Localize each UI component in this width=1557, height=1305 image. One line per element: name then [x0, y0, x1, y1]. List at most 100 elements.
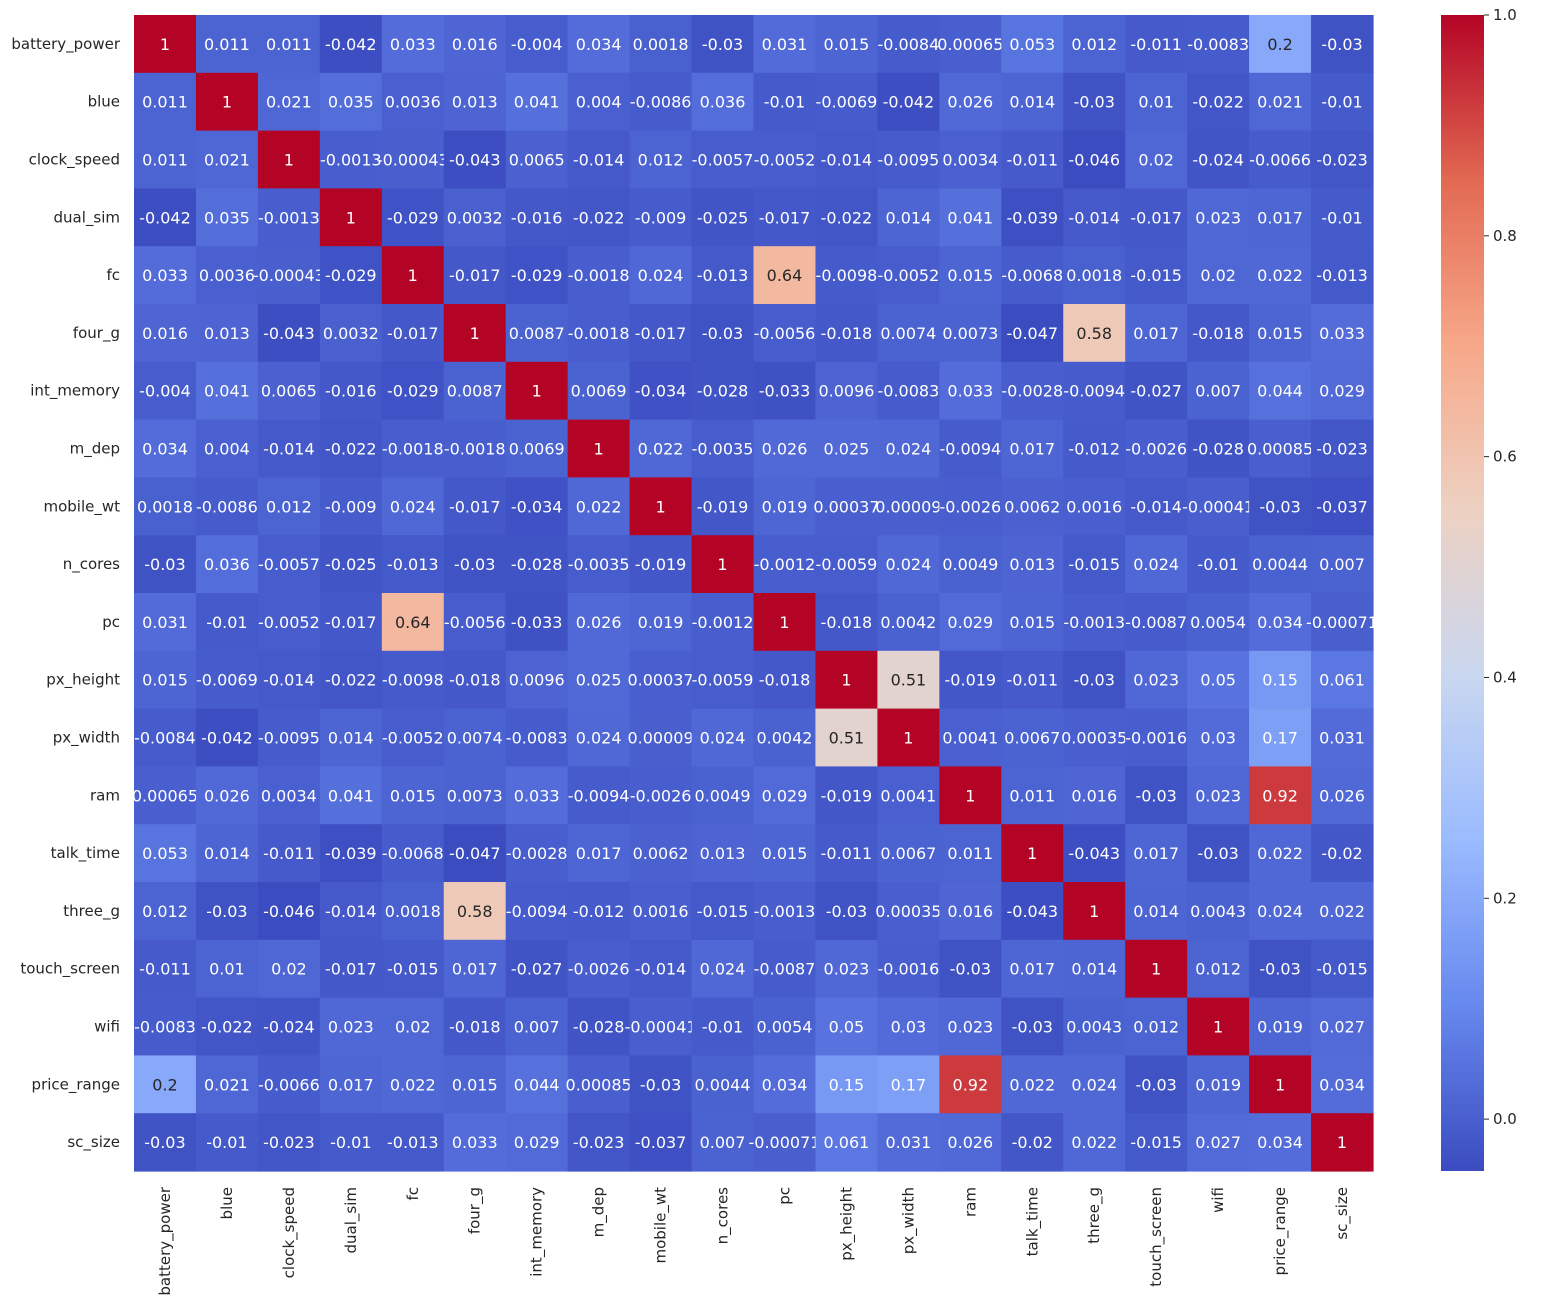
- cell-value-label: 0.0041: [942, 729, 998, 748]
- cell-value-label: 0.004: [204, 440, 250, 459]
- heatmap-cell: [195, 593, 259, 652]
- heatmap-cell: [753, 650, 817, 710]
- heatmap-cell: [1249, 304, 1312, 363]
- heatmap-cell: [691, 304, 755, 363]
- cell-value-label: -0.0087: [1125, 613, 1187, 632]
- heatmap-cell: [257, 15, 321, 74]
- cell-value-label: -0.01: [702, 1018, 743, 1037]
- cell-value-label: 0.041: [514, 93, 560, 112]
- heatmap-cell: [753, 708, 817, 767]
- heatmap-cell: [257, 188, 321, 247]
- cell-value-label: 0.033: [947, 382, 993, 401]
- cell-value-label: 0.51: [891, 671, 927, 690]
- row-label: ram: [90, 786, 120, 804]
- heatmap-cell: [505, 824, 569, 883]
- cell-value-label: 0.00037: [627, 671, 693, 690]
- row-label: fc: [106, 266, 120, 284]
- row-label: sc_size: [67, 1133, 120, 1152]
- cell-value-label: 0.033: [1319, 324, 1365, 343]
- cell-value-label: -0.024: [263, 1018, 315, 1037]
- cell-value-label: 0.92: [953, 1075, 989, 1094]
- cell-value-label: 0.031: [1319, 729, 1365, 748]
- heatmap-cell: [1063, 824, 1126, 883]
- heatmap-cell: [1311, 882, 1374, 941]
- cell-value-label: -0.0087: [754, 960, 816, 979]
- cell-value-label: 1: [965, 786, 975, 805]
- heatmap-cell: [815, 882, 878, 941]
- heatmap-cell: [877, 188, 940, 247]
- cell-value-label: -0.014: [1068, 208, 1120, 227]
- heatmap-cell: [1249, 15, 1312, 74]
- cell-value-label: 1: [594, 440, 604, 459]
- row-label: n_cores: [63, 555, 120, 574]
- heatmap-cell: [443, 1055, 507, 1114]
- cell-value-label: 1: [1027, 844, 1037, 863]
- heatmap-cell: [1311, 593, 1374, 652]
- colorbar-tick-label: 0.2: [1493, 889, 1517, 907]
- heatmap-cell: [381, 882, 445, 941]
- cell-value-label: 0.033: [514, 786, 560, 805]
- heatmap-cell: [1311, 535, 1374, 594]
- cell-value-label: -0.03: [1259, 960, 1300, 979]
- cell-value-label: 0.0087: [447, 382, 503, 401]
- heatmap-cell: [257, 1113, 321, 1172]
- heatmap-cell: [257, 535, 321, 594]
- heatmap-cell: [319, 1055, 383, 1114]
- heatmap-cell: [1187, 882, 1250, 941]
- heatmap-cell: [629, 477, 693, 536]
- cell-value-label: -0.0057: [258, 555, 320, 574]
- cell-value-label: 0.024: [1257, 902, 1303, 921]
- cell-value-label: 0.029: [514, 1133, 560, 1152]
- heatmap-cell: [319, 15, 383, 74]
- cell-value-label: -0.033: [511, 613, 563, 632]
- heatmap-cell: [1063, 304, 1126, 363]
- cell-value-label: 1: [470, 324, 480, 343]
- heatmap-cell: [629, 15, 693, 74]
- heatmap-cell: [134, 188, 197, 247]
- row-label: battery_power: [11, 35, 120, 54]
- cell-value-label: 0.15: [829, 1075, 865, 1094]
- heatmap-cell: [195, 997, 259, 1056]
- heatmap-cell: [505, 997, 569, 1056]
- cell-value-label: -0.0013: [320, 151, 382, 170]
- cell-value-label: 0.012: [1133, 1018, 1179, 1037]
- heatmap-cell: [1001, 130, 1064, 189]
- cell-value-label: 0.015: [142, 671, 188, 690]
- heatmap-cell: [691, 650, 755, 710]
- heatmap-cell: [877, 882, 940, 941]
- cell-value-label: 0.0062: [633, 844, 689, 863]
- heatmap-cell: [815, 997, 878, 1056]
- heatmap-cell: [505, 1113, 569, 1172]
- heatmap-cell: [1187, 304, 1250, 363]
- cell-value-label: 0.034: [576, 35, 622, 54]
- cell-value-label: -0.03: [950, 960, 991, 979]
- cell-value-label: 0.044: [1257, 382, 1303, 401]
- heatmap-cell: [1187, 419, 1250, 478]
- heatmap-cell: [567, 593, 631, 652]
- heatmap-cell: [134, 882, 197, 941]
- heatmap-cell: [1249, 72, 1312, 132]
- heatmap-cell: [1187, 361, 1250, 421]
- heatmap-cell: [505, 188, 569, 247]
- heatmap-cell: [381, 939, 445, 999]
- cell-value-label: 0.007: [1195, 382, 1241, 401]
- cell-value-label: 0.023: [824, 960, 870, 979]
- cell-value-label: 0.013: [452, 93, 498, 112]
- heatmap-cell: [815, 304, 878, 363]
- heatmap-cell: [381, 593, 445, 652]
- cell-value-label: 1: [717, 555, 727, 574]
- heatmap-cell: [505, 15, 569, 74]
- cell-value-label: 0.016: [142, 324, 188, 343]
- heatmap-cell: [877, 1113, 940, 1172]
- heatmap-cell: [257, 939, 321, 999]
- cell-value-label: -0.03: [826, 902, 867, 921]
- heatmap-cell: [1063, 1055, 1126, 1114]
- heatmap-cell: [753, 939, 817, 999]
- cell-value-label: -0.017: [387, 324, 439, 343]
- cell-value-label: 0.013: [700, 844, 746, 863]
- heatmap-cell: [195, 1055, 259, 1114]
- heatmap-cell: [753, 419, 817, 478]
- cell-value-label: 0.2: [1267, 35, 1292, 54]
- cell-value-label: -0.019: [697, 497, 749, 516]
- heatmap-cell: [505, 361, 569, 421]
